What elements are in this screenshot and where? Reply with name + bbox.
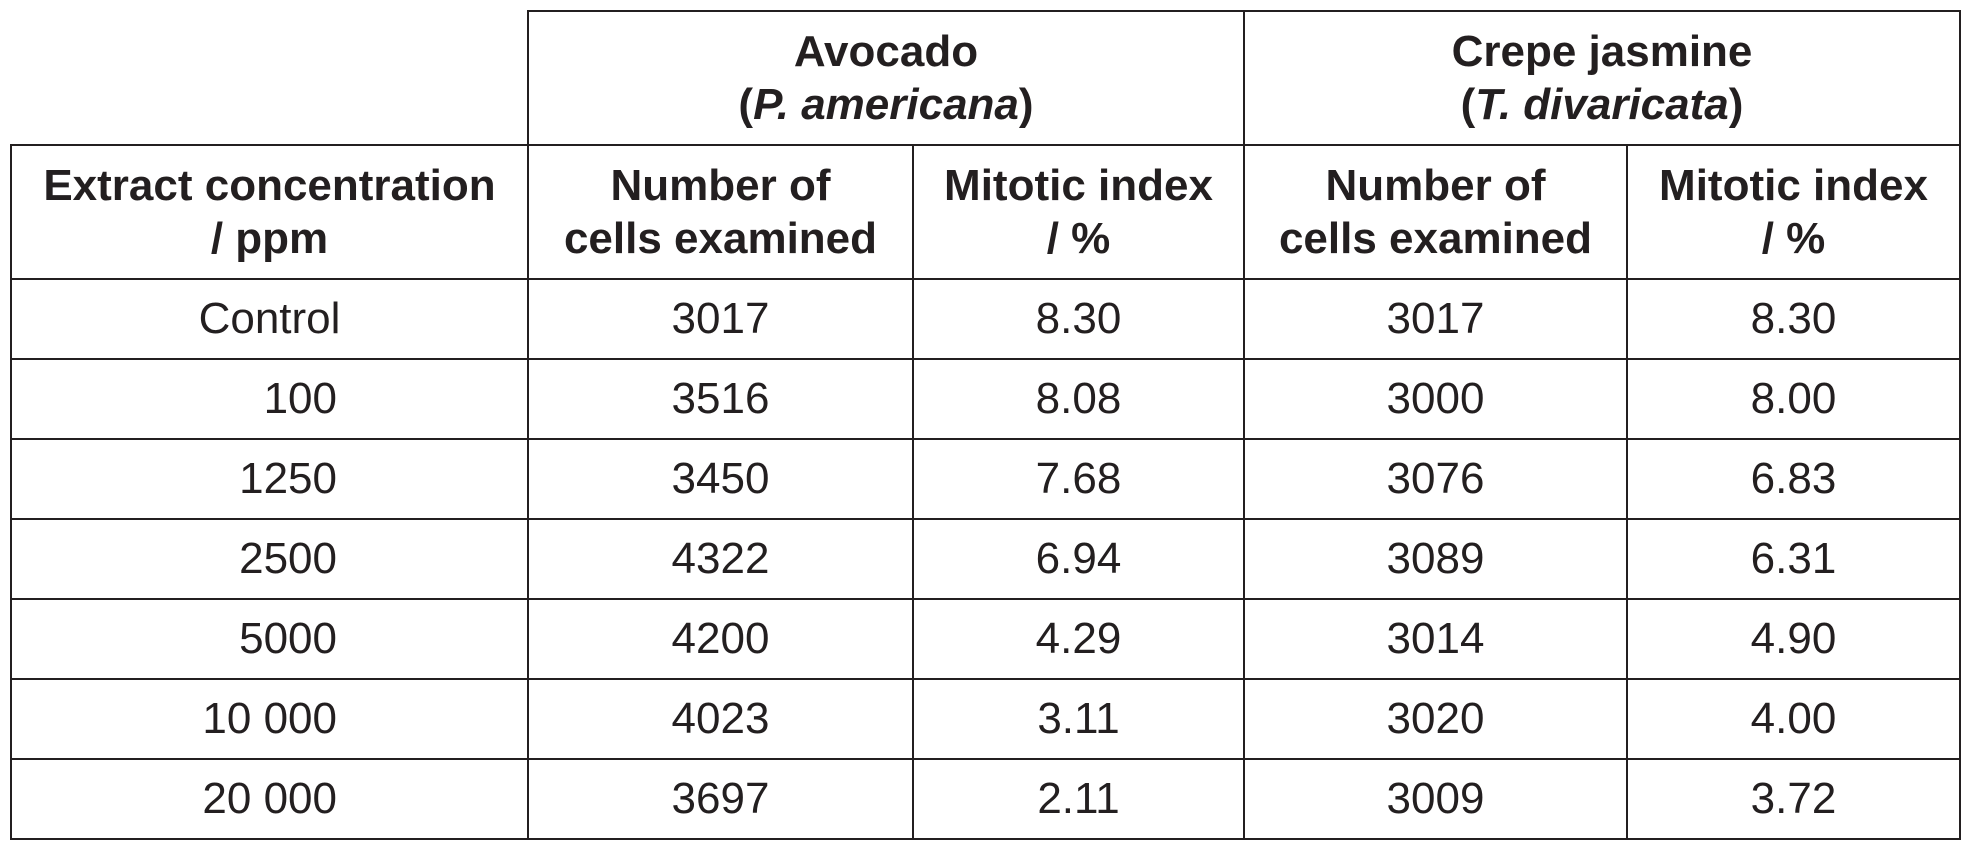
crepe-jasmine-cells-cell: 3020 [1243,678,1628,760]
crepe-jasmine-cells-cell: 3000 [1243,358,1628,440]
avocado-cells-cell: 4200 [527,598,914,680]
mitotic-index-table: Avocado (P. americana) Crepe jasmine (T.… [10,10,1961,840]
crepe-jasmine-cells-cell: 3014 [1243,598,1628,680]
concentration-cell: 10 000 [10,678,529,760]
group-species: T. divaricata [1475,80,1729,129]
concentration-cell: 2500 [10,518,529,600]
group-header-row: Avocado (P. americana) Crepe jasmine (T.… [11,10,1961,146]
crepe-jasmine-mitotic-index-cell: 4.90 [1626,598,1961,680]
table-row: 20 000 3697 2.11 3009 3.72 [10,758,1961,840]
crepe-jasmine-mitotic-index-cell: 4.00 [1626,678,1961,760]
avocado-mitotic-index-cell: 6.94 [912,518,1245,600]
avocado-cells-cell: 3450 [527,438,914,520]
column-header-concentration: Extract concentration / ppm [10,144,529,280]
crepe-jasmine-cells-cell: 3009 [1243,758,1628,840]
column-header-crepe-jasmine-cells: Number of cells examined [1243,144,1628,280]
table-row: Control 3017 8.30 3017 8.30 [10,278,1961,360]
concentration-cell: 5000 [10,598,529,680]
avocado-mitotic-index-cell: 3.11 [912,678,1245,760]
column-header-avocado-cells: Number of cells examined [527,144,914,280]
crepe-jasmine-mitotic-index-cell: 6.83 [1626,438,1961,520]
crepe-jasmine-cells-cell: 3017 [1243,278,1628,360]
crepe-jasmine-mitotic-index-cell: 8.00 [1626,358,1961,440]
concentration-cell: 100 [10,358,529,440]
group-name: Crepe jasmine [1451,27,1753,76]
table-row: 100 3516 8.08 3000 8.00 [10,358,1961,440]
avocado-mitotic-index-cell: 8.30 [912,278,1245,360]
crepe-jasmine-mitotic-index-cell: 3.72 [1626,758,1961,840]
group-header-crepe-jasmine: Crepe jasmine (T. divaricata) [1243,10,1961,146]
group-header-avocado: Avocado (P. americana) [527,10,1245,146]
crepe-jasmine-mitotic-index-cell: 8.30 [1626,278,1961,360]
avocado-mitotic-index-cell: 4.29 [912,598,1245,680]
group-species: P. americana [753,80,1019,129]
avocado-mitotic-index-cell: 2.11 [912,758,1245,840]
crepe-jasmine-cells-cell: 3089 [1243,518,1628,600]
concentration-cell: 20 000 [10,758,529,840]
concentration-cell: Control [10,278,529,360]
data-table-container: Avocado (P. americana) Crepe jasmine (T.… [10,10,1961,840]
column-header-row: Extract concentration / ppm Number of ce… [10,144,1961,280]
table-row: 10 000 4023 3.11 3020 4.00 [10,678,1961,760]
column-header-avocado-mitotic-index: Mitotic index / % [912,144,1245,280]
concentration-cell: 1250 [10,438,529,520]
table-row: 2500 4322 6.94 3089 6.31 [10,518,1961,600]
avocado-mitotic-index-cell: 7.68 [912,438,1245,520]
avocado-cells-cell: 4322 [527,518,914,600]
avocado-cells-cell: 3516 [527,358,914,440]
avocado-cells-cell: 3017 [527,278,914,360]
table-row: 1250 3450 7.68 3076 6.83 [10,438,1961,520]
group-name: Avocado [793,27,979,76]
blank-corner-cell [11,11,529,146]
avocado-cells-cell: 3697 [527,758,914,840]
column-header-crepe-jasmine-mitotic-index: Mitotic index / % [1626,144,1961,280]
crepe-jasmine-mitotic-index-cell: 6.31 [1626,518,1961,600]
avocado-cells-cell: 4023 [527,678,914,760]
crepe-jasmine-cells-cell: 3076 [1243,438,1628,520]
table-row: 5000 4200 4.29 3014 4.90 [10,598,1961,680]
avocado-mitotic-index-cell: 8.08 [912,358,1245,440]
